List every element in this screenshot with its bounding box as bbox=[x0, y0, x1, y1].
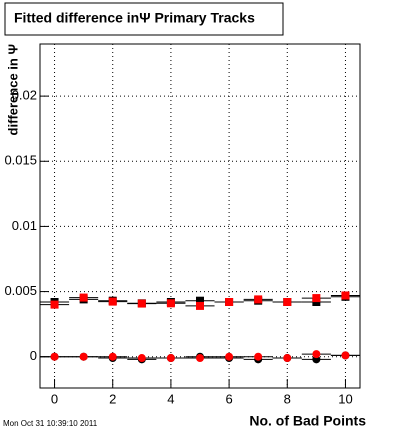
circle-marker bbox=[312, 350, 321, 359]
square-marker bbox=[283, 298, 292, 306]
y-tick-label: 0.01 bbox=[12, 218, 37, 233]
square-marker bbox=[196, 296, 204, 305]
x-tick-label: 6 bbox=[225, 391, 232, 406]
x-tick-label: 2 bbox=[109, 391, 116, 406]
x-tick-label: 10 bbox=[338, 391, 352, 406]
circle-marker bbox=[50, 352, 59, 361]
y-axis-label: difference in Ψ bbox=[5, 44, 20, 135]
circle-marker bbox=[196, 354, 204, 363]
square-marker bbox=[312, 294, 321, 303]
square-marker bbox=[254, 295, 263, 304]
y-tick-label: 0.015 bbox=[4, 153, 37, 168]
square-marker bbox=[79, 293, 88, 302]
circle-marker bbox=[254, 352, 263, 361]
title-box bbox=[4, 2, 284, 36]
x-tick-label: 0 bbox=[51, 391, 58, 406]
y-tick-label: 0 bbox=[30, 348, 37, 363]
square-marker bbox=[108, 297, 117, 306]
circle-marker bbox=[166, 354, 175, 363]
square-marker bbox=[166, 299, 175, 308]
plot-frame bbox=[39, 43, 361, 389]
circle-marker bbox=[108, 352, 117, 361]
square-marker bbox=[341, 291, 350, 300]
square-marker bbox=[137, 299, 146, 308]
y-tick-label: 0.02 bbox=[12, 88, 37, 103]
x-axis-label: No. of Bad Points bbox=[249, 413, 366, 429]
circle-marker bbox=[137, 354, 146, 363]
y-tick-label: 0.005 bbox=[4, 283, 37, 298]
square-marker bbox=[50, 300, 59, 309]
chart-title: Fitted difference inΨ Primary Tracks bbox=[14, 10, 255, 26]
circle-marker bbox=[225, 352, 234, 361]
circle-marker bbox=[341, 351, 350, 360]
x-tick-label: 4 bbox=[167, 391, 174, 406]
circle-marker bbox=[283, 354, 292, 363]
timestamp: Mon Oct 31 10:39:10 2011 bbox=[3, 419, 98, 428]
x-tick-label: 8 bbox=[284, 391, 291, 406]
circle-marker bbox=[79, 352, 88, 361]
square-marker bbox=[225, 298, 234, 306]
square-marker bbox=[196, 301, 204, 310]
